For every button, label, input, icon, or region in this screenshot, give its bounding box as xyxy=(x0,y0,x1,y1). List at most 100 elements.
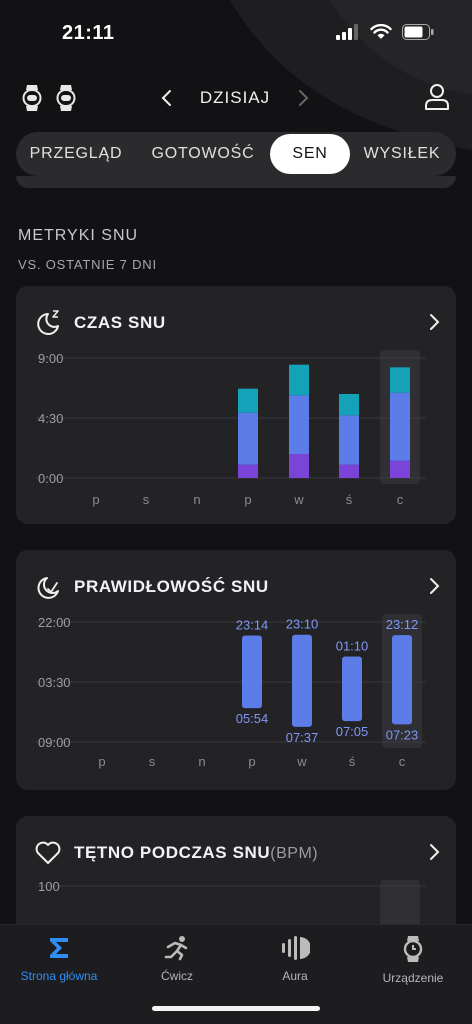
collapsed-card-edge xyxy=(16,176,456,188)
y-tick-label: 4:30 xyxy=(38,411,63,426)
chevron-right-icon[interactable] xyxy=(428,576,440,596)
heart-icon xyxy=(35,841,61,864)
bar-segment xyxy=(238,464,258,478)
nav-aura[interactable]: Aura xyxy=(236,935,354,995)
wifi-icon xyxy=(370,24,392,39)
y-tick-label: 100 xyxy=(38,879,60,894)
x-tick-label: w xyxy=(296,754,307,769)
tab-bar: PRZEGLĄD GOTOWOŚĆ SEN WYSIŁEK xyxy=(16,132,456,176)
x-tick-label: p xyxy=(244,492,251,507)
x-tick-label: c xyxy=(397,492,404,507)
status-bar: 21:11 xyxy=(0,0,472,70)
sleep-heart-rate-title-text: TĘTNO PODCZAS SNU xyxy=(74,843,271,862)
x-tick-label: s xyxy=(149,754,156,769)
x-tick-label: w xyxy=(293,492,304,507)
sleep-heart-rate-title: TĘTNO PODCZAS SNU(BPM) xyxy=(74,843,318,863)
y-tick-label: 09:00 xyxy=(38,735,71,750)
x-tick-label: n xyxy=(193,492,200,507)
bar-segment xyxy=(238,412,258,465)
tab-strain[interactable]: WYSIŁEK xyxy=(363,145,441,162)
bar-segment xyxy=(390,367,410,393)
x-tick-label: ś xyxy=(349,754,356,769)
x-tick-label: s xyxy=(143,492,150,507)
nav-home[interactable]: Strona główna xyxy=(0,935,118,995)
x-tick-label: c xyxy=(399,754,406,769)
watch-device-icon-2[interactable] xyxy=(56,84,76,112)
sleep-time-card[interactable]: 9:00 4:30 0:00 p s n p w ś c CZAS SNU xyxy=(16,286,456,524)
waketime-label: 07:23 xyxy=(386,727,419,742)
sleep-heart-rate-unit: (BPM) xyxy=(270,845,319,862)
regularity-bar xyxy=(292,634,312,727)
waketime-label: 07:37 xyxy=(286,730,319,745)
tab-overview[interactable]: PRZEGLĄD xyxy=(29,145,123,162)
chevron-right-icon[interactable] xyxy=(428,312,440,332)
bar-segment xyxy=(289,395,309,454)
nav-workout-label: Ćwicz xyxy=(161,969,193,983)
bar-segment xyxy=(390,392,410,461)
moon-sparkle-icon xyxy=(37,577,59,599)
sigma-icon xyxy=(50,938,68,958)
nav-device[interactable]: Urządzenie xyxy=(354,935,472,995)
nav-workout[interactable]: Ćwicz xyxy=(118,935,236,995)
bar-segment xyxy=(238,388,258,413)
status-time: 21:11 xyxy=(62,22,115,44)
y-tick-label: 22:00 xyxy=(38,615,71,630)
aura-icon xyxy=(282,936,310,960)
bedtime-label: 23:14 xyxy=(236,617,269,632)
bedtime-label: 23:10 xyxy=(286,617,319,632)
tab-readiness[interactable]: GOTOWOŚĆ xyxy=(151,145,255,162)
nav-device-label: Urządzenie xyxy=(382,971,444,985)
bar-segment xyxy=(339,464,359,478)
bedtime-label: 23:12 xyxy=(386,617,419,632)
chevron-right-icon[interactable] xyxy=(428,842,440,862)
sleep-heart-rate-header: TĘTNO PODCZAS SNU(BPM) xyxy=(34,838,318,868)
y-tick-label: 0:00 xyxy=(38,471,63,486)
home-indicator xyxy=(152,1006,320,1011)
date-navigator: DZISIAJ xyxy=(160,80,310,116)
x-tick-label: p xyxy=(92,492,99,507)
sleep-regularity-card[interactable]: 22:00 03:30 09:00 p s n p w ś c 23:14 05:54 23:10 07:… xyxy=(16,550,456,790)
running-icon xyxy=(164,936,188,961)
profile-icon[interactable] xyxy=(424,83,450,111)
regularity-bar xyxy=(392,635,412,725)
sleep-time-header: CZAS SNU xyxy=(34,308,166,338)
x-tick-label: n xyxy=(198,754,205,769)
sleep-regularity-title: PRAWIDŁOWOŚĆ SNU xyxy=(74,577,269,596)
bar-segment xyxy=(339,415,359,465)
section-subtitle: VS. OSTATNIE 7 DNI xyxy=(18,257,157,272)
x-tick-label: p xyxy=(98,754,105,769)
cellular-signal-icon xyxy=(336,24,358,40)
bar-segment xyxy=(390,460,410,478)
header: DZISIAJ xyxy=(0,80,472,116)
watch-icon xyxy=(403,936,423,962)
bar-segment xyxy=(289,364,309,396)
tab-sleep[interactable]: SEN xyxy=(270,134,350,174)
date-label[interactable]: DZISIAJ xyxy=(199,88,271,107)
y-tick-label: 9:00 xyxy=(38,351,63,366)
bottom-navigation: Strona główna Ćwicz Aura Urządzenie xyxy=(0,924,472,1024)
battery-icon xyxy=(402,24,434,40)
chevron-left-icon[interactable] xyxy=(160,88,174,108)
sleep-time-chart: 9:00 4:30 0:00 p s n p w ś c xyxy=(36,350,426,507)
moon-zzz-icon xyxy=(37,310,59,335)
x-tick-label: p xyxy=(248,754,255,769)
waketime-label: 05:54 xyxy=(236,711,269,726)
waketime-label: 07:05 xyxy=(336,724,369,739)
bar-segment xyxy=(289,454,309,478)
nav-home-label: Strona główna xyxy=(20,969,98,983)
regularity-bar xyxy=(242,635,262,709)
watch-device-icon[interactable] xyxy=(22,84,42,112)
bar-segment xyxy=(339,394,359,416)
connected-devices xyxy=(22,84,76,112)
section-title: METRYKI SNU xyxy=(18,227,139,244)
sleep-regularity-chart: 22:00 03:30 09:00 p s n p w ś c 23:14 05:54 23:10 07:… xyxy=(36,614,426,769)
y-tick-label: 03:30 xyxy=(38,675,71,690)
chevron-right-icon[interactable] xyxy=(296,88,310,108)
nav-aura-label: Aura xyxy=(282,969,308,983)
x-tick-label: ś xyxy=(346,492,353,507)
regularity-bar xyxy=(342,656,362,722)
bedtime-label: 01:10 xyxy=(336,639,369,654)
sleep-regularity-header: PRAWIDŁOWOŚĆ SNU xyxy=(34,572,269,602)
status-icons xyxy=(336,24,434,40)
sleep-time-title: CZAS SNU xyxy=(74,313,166,332)
